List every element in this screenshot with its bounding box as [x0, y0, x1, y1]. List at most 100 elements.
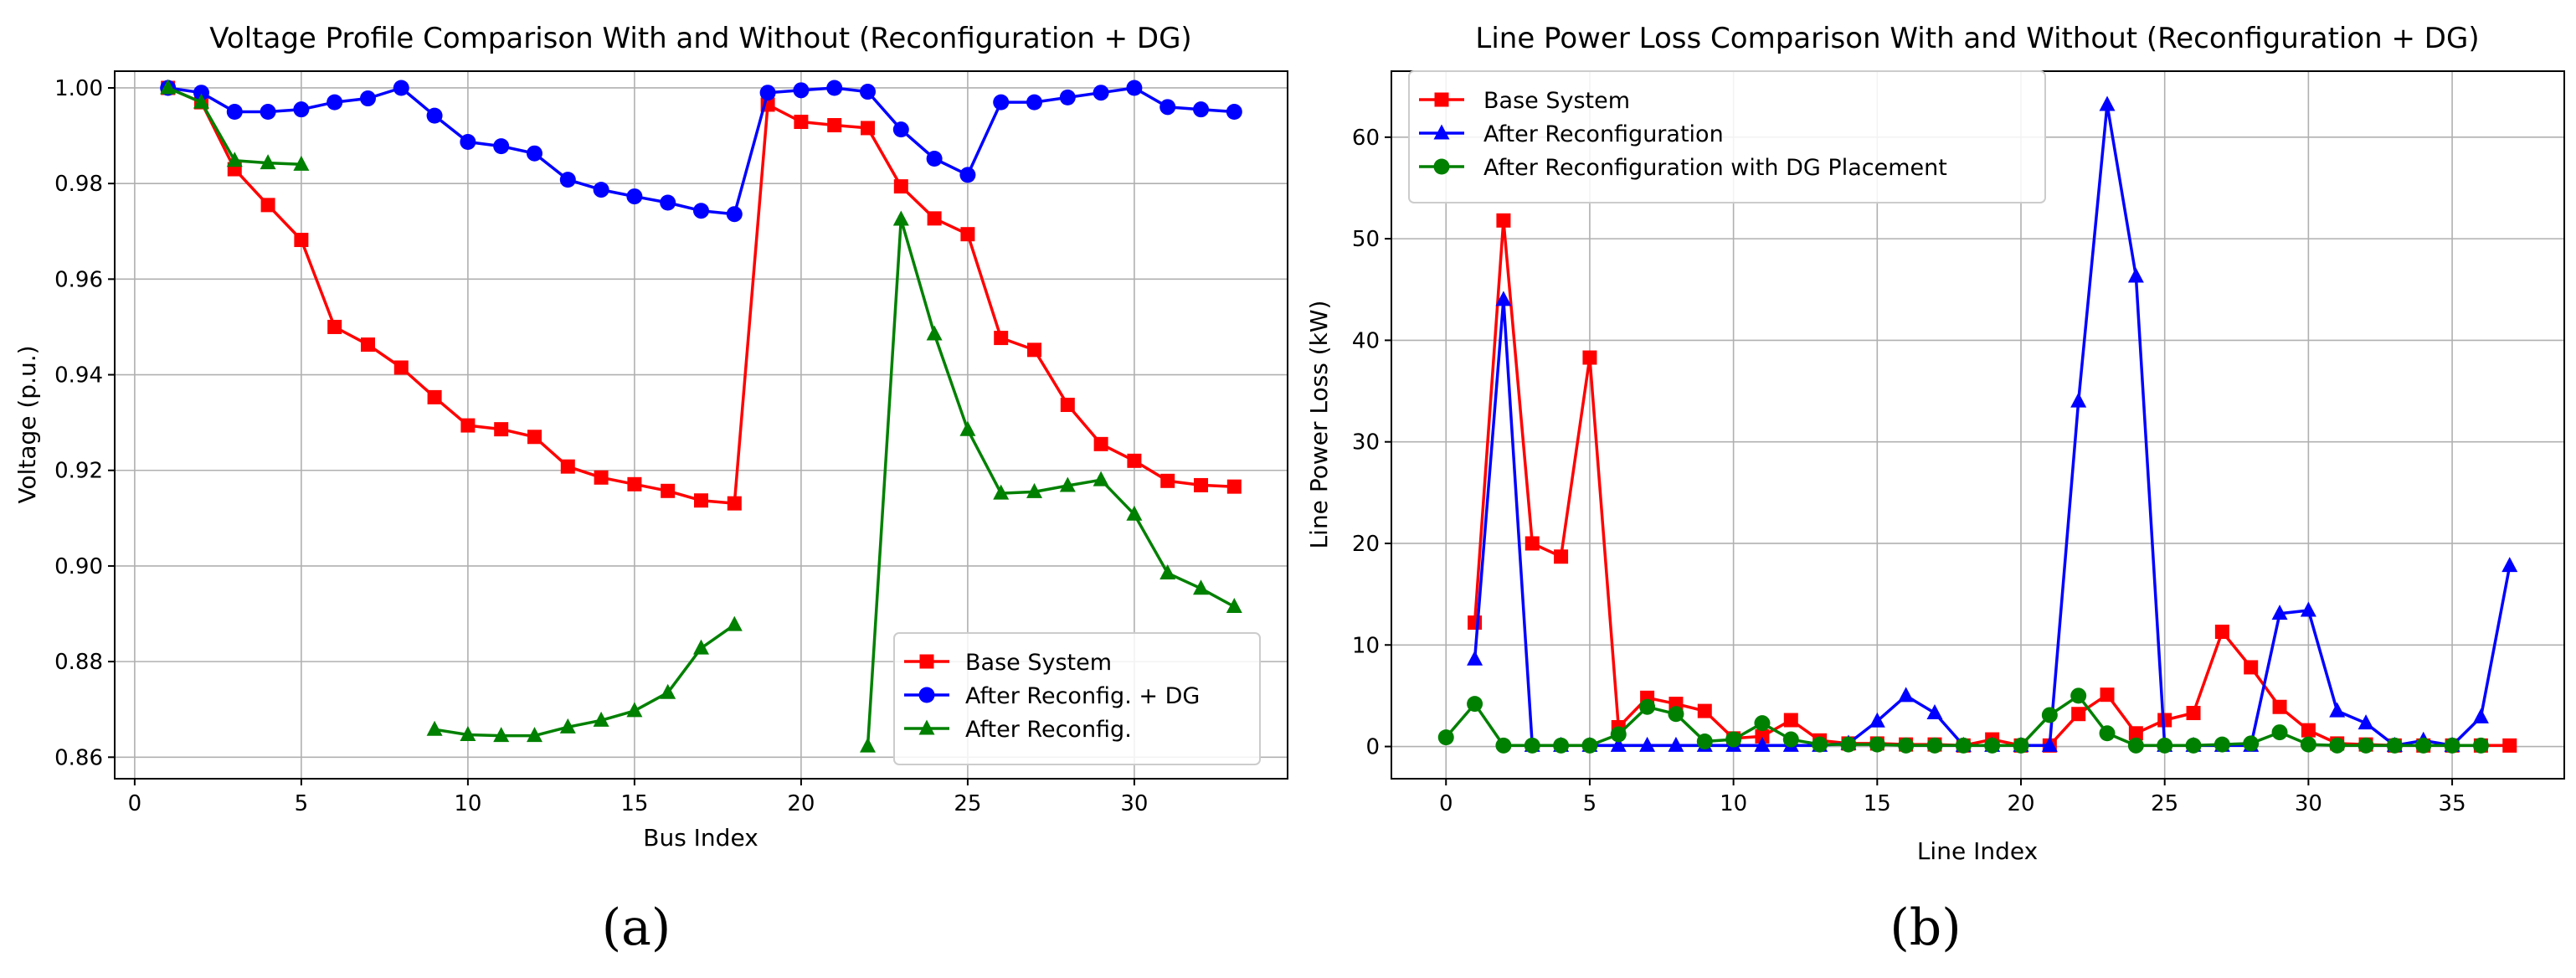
- data-point: [1754, 736, 1771, 752]
- data-point: [2099, 725, 2116, 742]
- legend-label: Base System: [1483, 88, 1630, 114]
- x-tick-label: 0: [128, 791, 142, 816]
- data-point: [860, 737, 877, 753]
- data-point: [960, 227, 975, 242]
- series-after-reconfig-dg: [160, 80, 1242, 223]
- data-point: [1926, 737, 1943, 754]
- y-tick-label: 0.90: [54, 554, 103, 579]
- data-point: [560, 459, 575, 474]
- data-point: [559, 718, 576, 734]
- data-point: [2070, 392, 2087, 408]
- data-point: [1159, 99, 1176, 116]
- y-tick-label: 0.92: [54, 459, 103, 484]
- data-point: [1754, 715, 1771, 732]
- x-tick-label: 20: [2007, 791, 2034, 816]
- data-point: [1226, 104, 1242, 121]
- panel-label: (b): [1890, 898, 1961, 957]
- data-point: [2214, 736, 2230, 753]
- legend: Base System After Reconfig. + DG After Rec…: [893, 632, 1261, 765]
- data-point: [2041, 707, 2058, 723]
- data-point: [393, 80, 409, 96]
- series-base-system: [1468, 213, 2517, 753]
- data-point: [1783, 713, 1798, 728]
- data-point: [1668, 706, 1684, 723]
- data-point: [1926, 704, 1943, 720]
- data-point: [2300, 601, 2316, 617]
- data-point: [726, 615, 743, 631]
- data-point: [660, 194, 676, 211]
- data-point: [1553, 737, 1570, 754]
- chart-title: Voltage Profile Comparison With and With…: [209, 22, 1191, 55]
- legend-label: After Reconfig.: [965, 717, 1132, 743]
- data-point: [1955, 737, 1972, 754]
- y-axis-label: Line Power Loss (kW): [1305, 301, 1333, 549]
- data-point: [359, 90, 376, 107]
- data-point: [2185, 737, 2202, 754]
- x-tick-label: 25: [2151, 791, 2178, 816]
- data-point: [193, 85, 209, 101]
- data-point: [2300, 736, 2316, 753]
- axes-frame: [114, 70, 1288, 780]
- series-after-reconfiguration-with-dg-placement: [1437, 687, 2489, 754]
- y-tick-label: 0.94: [54, 363, 103, 389]
- data-point: [226, 152, 243, 167]
- data-point: [293, 155, 310, 171]
- legend-marker: [918, 687, 935, 703]
- data-point: [2271, 724, 2288, 741]
- data-point: [526, 145, 542, 162]
- series-base-system: [161, 80, 1242, 511]
- y-tick-label: 10: [1352, 633, 1380, 658]
- data-point: [1984, 737, 2001, 754]
- data-point: [2127, 737, 2144, 754]
- data-point: [660, 683, 676, 699]
- data-point: [861, 121, 876, 136]
- data-point: [1582, 350, 1597, 365]
- data-point: [1127, 453, 1142, 468]
- data-point: [1581, 737, 1598, 754]
- data-point: [1059, 476, 1076, 492]
- data-point: [2301, 723, 2316, 738]
- data-point: [959, 167, 976, 183]
- data-point: [327, 319, 342, 334]
- x-axis-label: Bus Index: [643, 824, 758, 852]
- data-point: [892, 210, 909, 226]
- legend-label: Base System: [965, 650, 1112, 676]
- data-point: [1027, 342, 1042, 358]
- data-point: [294, 233, 309, 248]
- data-point: [1554, 549, 1569, 564]
- data-point: [559, 172, 576, 188]
- data-point: [827, 118, 842, 133]
- data-point: [326, 94, 343, 111]
- data-point: [1026, 482, 1043, 498]
- plot-area: [1437, 95, 2518, 754]
- data-point: [1496, 213, 1511, 228]
- data-point: [626, 188, 643, 205]
- x-tick-label: 15: [620, 791, 648, 816]
- data-point: [1898, 687, 1915, 703]
- series-line: [434, 623, 736, 738]
- data-point: [260, 154, 276, 170]
- data-point: [193, 93, 209, 109]
- data-point: [1668, 736, 1684, 752]
- data-point: [1160, 473, 1175, 488]
- plot-area: [160, 79, 1242, 753]
- data-point: [1525, 536, 1540, 551]
- data-point: [994, 331, 1009, 346]
- x-tick-label: 5: [1583, 791, 1597, 816]
- data-point: [759, 85, 776, 101]
- data-point: [693, 639, 709, 655]
- data-point: [993, 484, 1010, 500]
- data-point: [1639, 736, 1656, 752]
- data-point: [2415, 737, 2432, 754]
- data-point: [626, 702, 643, 718]
- x-tick-label: 35: [2439, 791, 2466, 816]
- data-point: [593, 182, 609, 198]
- data-point: [2271, 605, 2288, 620]
- y-tick-label: 40: [1352, 328, 1380, 353]
- data-point: [627, 476, 642, 492]
- data-point: [1059, 89, 1076, 106]
- data-point: [2472, 737, 2489, 754]
- data-point: [1126, 80, 1143, 96]
- data-point: [2100, 687, 2115, 703]
- legend-label: After Reconfiguration with DG Placement: [1483, 155, 1947, 181]
